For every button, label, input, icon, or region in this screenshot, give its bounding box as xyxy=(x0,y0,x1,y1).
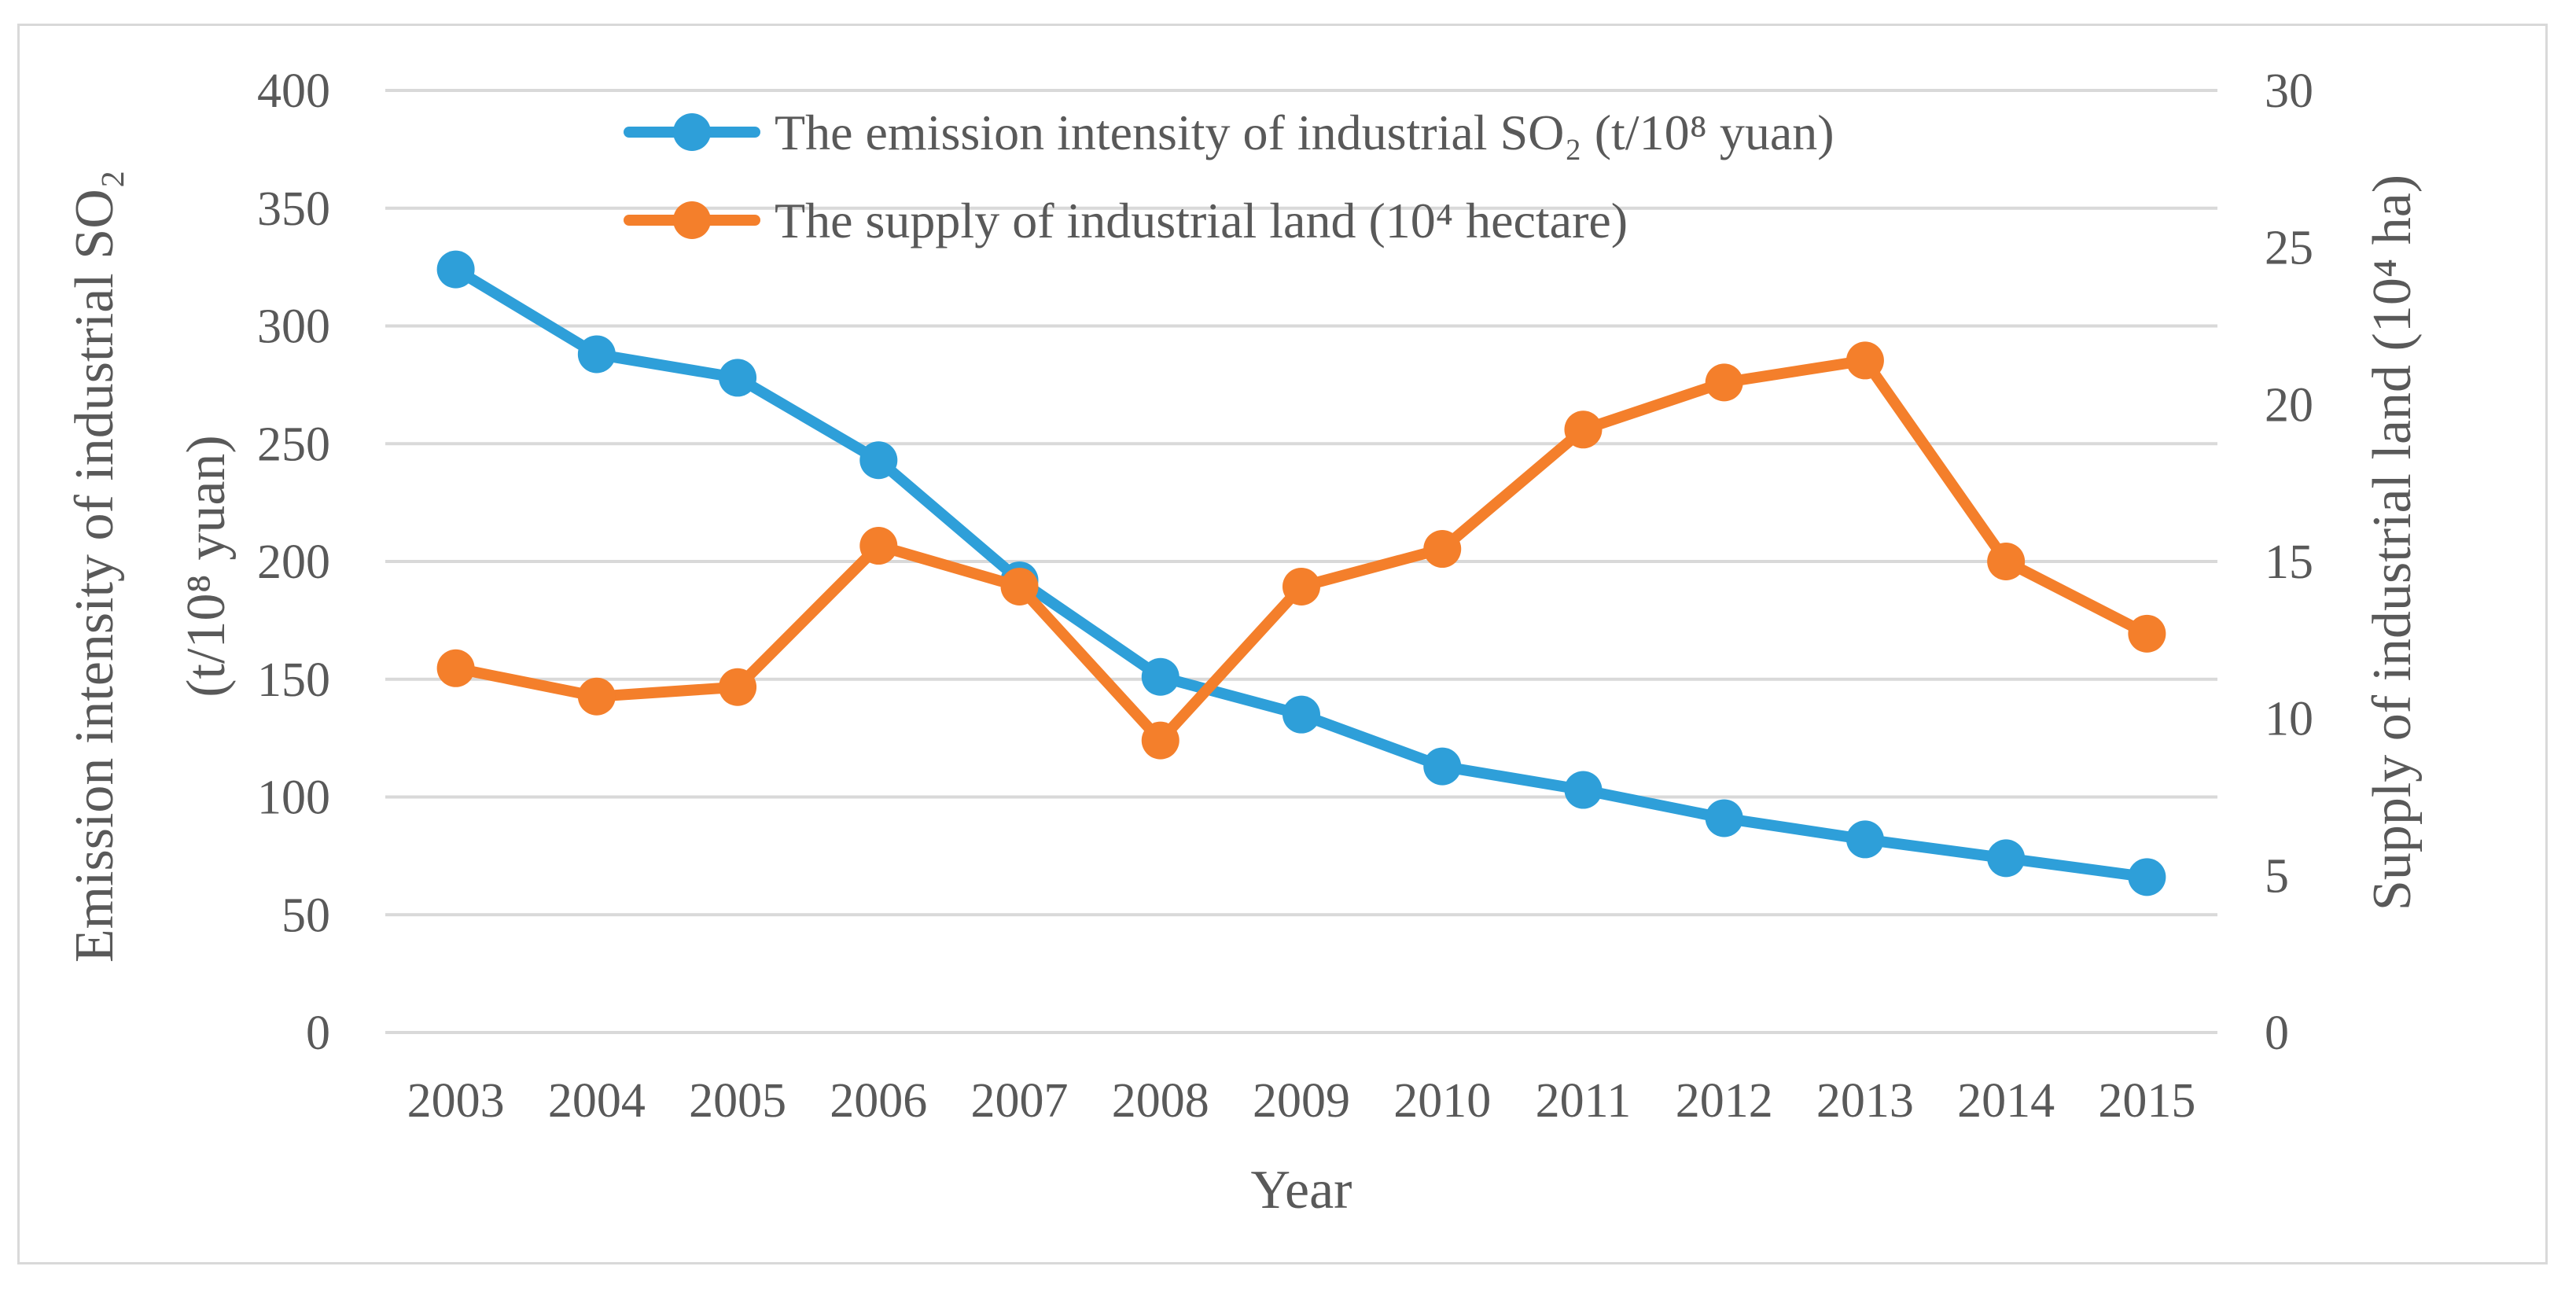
right-tick-label: 10 xyxy=(2265,693,2313,746)
right-axis-title: Supply of industrial land (10⁴ ha) xyxy=(2362,175,2423,911)
left-tick-label: 300 xyxy=(257,300,330,354)
data-point xyxy=(2128,858,2166,896)
x-tick-label: 2004 xyxy=(548,1074,646,1128)
series-line xyxy=(450,355,2153,746)
x-tick-label: 2011 xyxy=(1536,1074,1632,1128)
right-tick-label: 20 xyxy=(2265,378,2313,432)
left-axis-ticks: 0 50 100 150 200 250 300 350 400 xyxy=(257,64,330,1060)
data-point xyxy=(1141,657,1179,696)
right-tick-label: 5 xyxy=(2265,849,2289,903)
x-tick-label: 2014 xyxy=(1957,1074,2055,1128)
data-point xyxy=(1282,695,1320,734)
data-point xyxy=(1564,771,1603,809)
x-tick-label: 2012 xyxy=(1676,1074,1773,1128)
left-axis-title-line2: (t/10⁸ yuan) xyxy=(176,435,237,698)
legend-item-land: The supply of industrial land (10⁴ hecta… xyxy=(624,193,1628,248)
data-point xyxy=(577,677,616,716)
x-axis-ticks: 2003 2004 2005 2006 2007 2008 2009 2010 2011 2012… xyxy=(407,1074,2196,1128)
series-1 xyxy=(436,341,2166,760)
data-point xyxy=(719,668,757,706)
legend-item-emission: The emission intensity of industrial SO₂… xyxy=(624,105,1834,160)
left-tick-label: 350 xyxy=(257,182,330,236)
right-tick-label: 25 xyxy=(2265,222,2313,275)
gridlines xyxy=(385,89,2217,1034)
data-point xyxy=(1705,363,1743,402)
data-point xyxy=(1423,530,1462,569)
data-point xyxy=(1987,543,2026,580)
data-point xyxy=(436,649,475,687)
x-tick-label: 2006 xyxy=(830,1074,927,1128)
data-point xyxy=(1846,341,1884,380)
left-tick-label: 200 xyxy=(257,536,330,589)
left-tick-label: 150 xyxy=(257,653,330,707)
legend: The emission intensity of industrial SO₂… xyxy=(624,105,1834,248)
data-point xyxy=(1987,839,2026,878)
data-point xyxy=(1141,721,1179,760)
data-point xyxy=(1282,567,1320,606)
x-axis-title: Year xyxy=(1251,1160,1352,1220)
x-tick-label: 2008 xyxy=(1112,1074,1209,1128)
left-tick-label: 250 xyxy=(257,418,330,471)
legend-label-emission: The emission intensity of industrial SO₂… xyxy=(775,105,1834,160)
left-tick-label: 100 xyxy=(257,771,330,825)
right-tick-label: 15 xyxy=(2265,536,2313,589)
x-tick-label: 2005 xyxy=(689,1074,786,1128)
data-point xyxy=(1846,820,1884,859)
data-point xyxy=(1564,410,1603,449)
legend-label-land: The supply of industrial land (10⁴ hecta… xyxy=(775,193,1628,248)
data-point xyxy=(1705,799,1743,837)
data-point xyxy=(1423,747,1462,786)
right-tick-label: 30 xyxy=(2265,64,2313,118)
data-point xyxy=(719,359,757,397)
data-point xyxy=(577,335,616,374)
left-tick-label: 50 xyxy=(282,889,330,942)
x-tick-label: 2010 xyxy=(1393,1074,1491,1128)
x-tick-label: 2003 xyxy=(407,1074,505,1128)
right-tick-label: 0 xyxy=(2265,1007,2289,1060)
left-axis-title-line1: Emission intensity of industrial SO₂ xyxy=(64,170,125,963)
chart-frame xyxy=(17,24,2548,1264)
right-axis-ticks: 0 5 10 15 20 25 30 xyxy=(2265,64,2313,1060)
data-point xyxy=(1000,567,1039,606)
x-tick-label: 2015 xyxy=(2098,1074,2195,1128)
x-tick-label: 2013 xyxy=(1816,1074,1914,1128)
data-point xyxy=(436,250,475,289)
data-point xyxy=(859,441,898,480)
data-point xyxy=(859,527,898,565)
data-point xyxy=(2128,614,2166,653)
x-tick-label: 2009 xyxy=(1253,1074,1350,1128)
x-tick-label: 2007 xyxy=(971,1074,1069,1128)
left-tick-label: 400 xyxy=(257,64,330,118)
left-tick-label: 0 xyxy=(306,1007,330,1060)
series-group xyxy=(436,250,2166,896)
